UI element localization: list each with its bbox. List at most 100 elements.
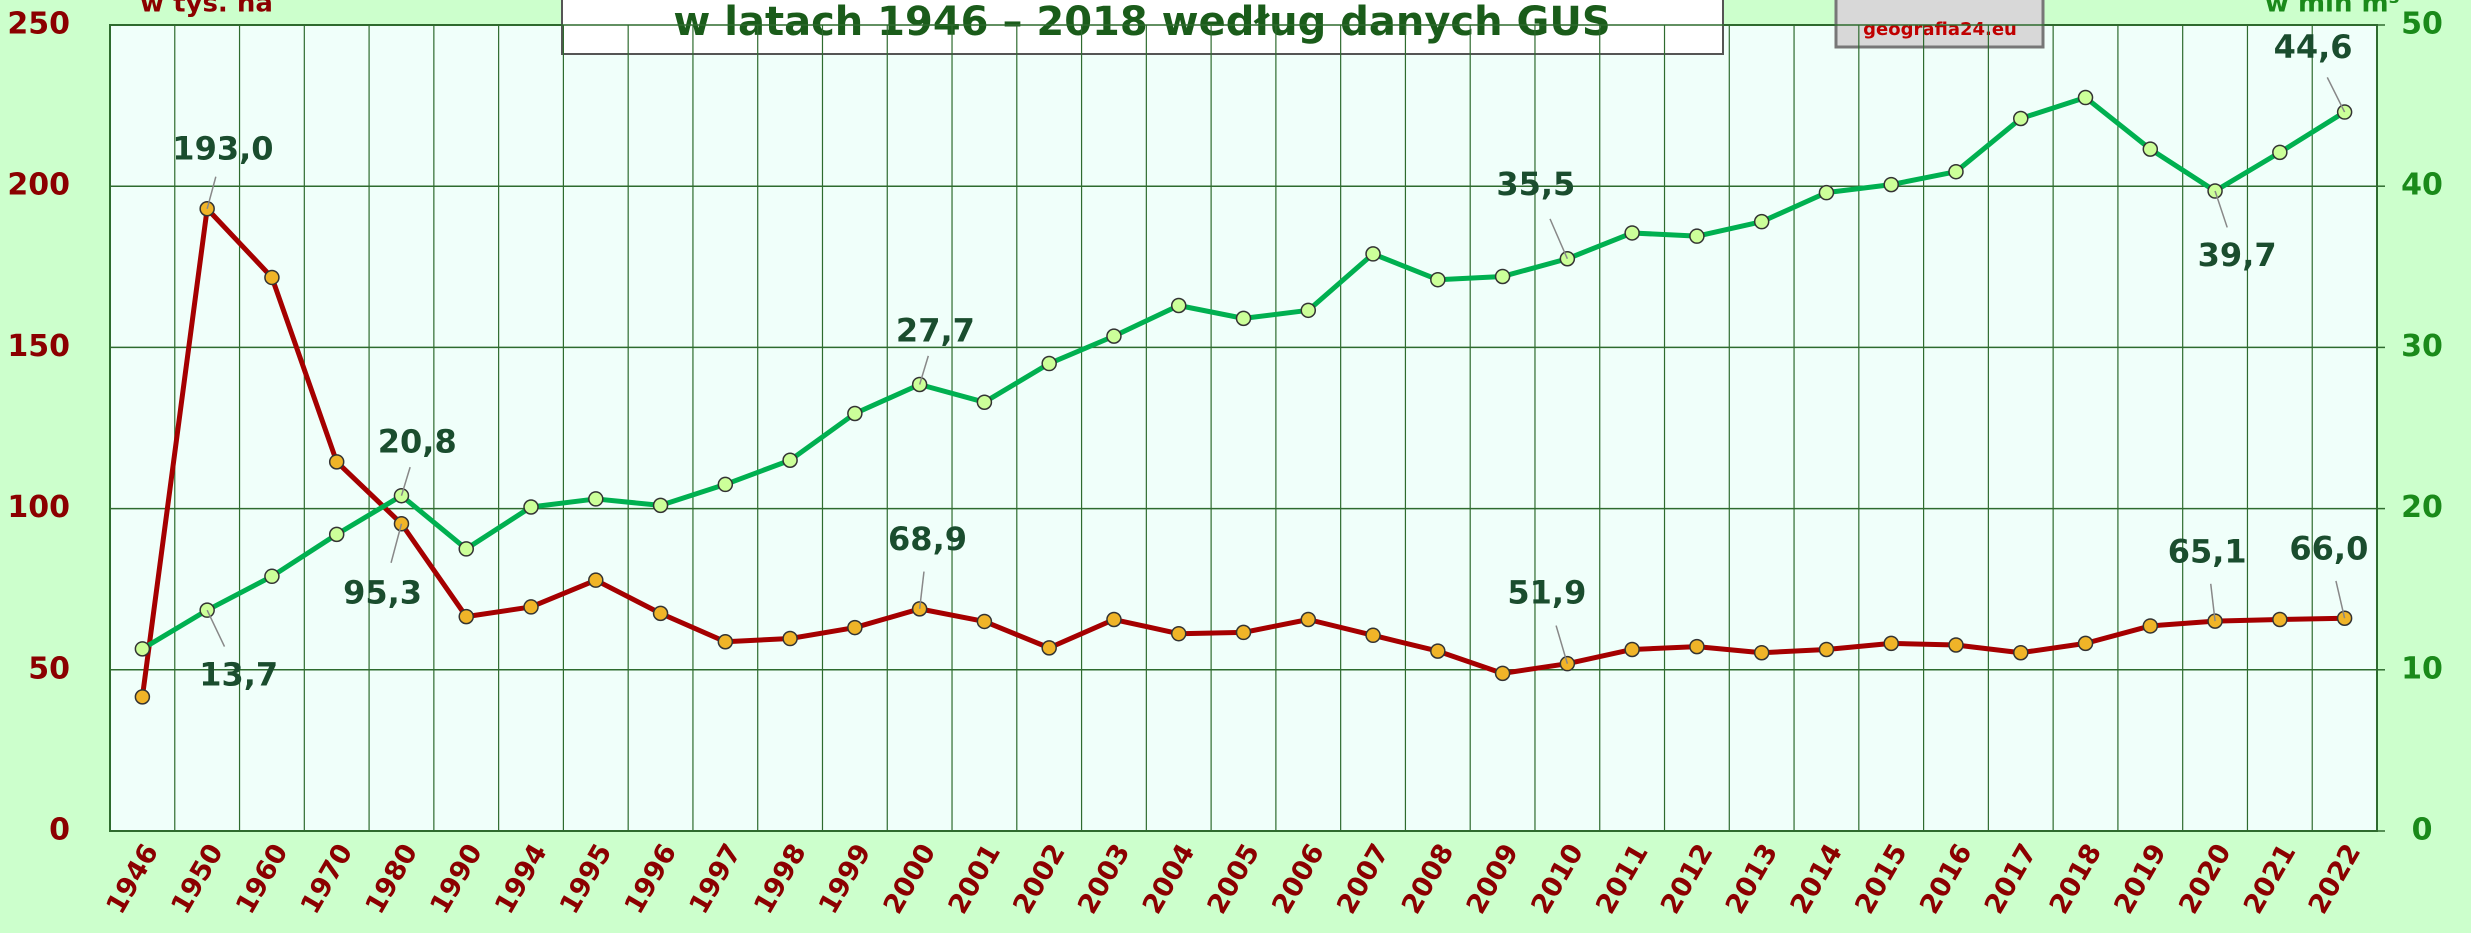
point: [2272, 611, 2288, 628]
point: [1430, 271, 1446, 288]
leader-line: [1555, 625, 1569, 664]
data-label: 27,7: [896, 311, 975, 349]
point: [1948, 163, 1964, 180]
x-tick-label: 1995: [554, 839, 618, 920]
x-tick-label: 1994: [489, 839, 553, 920]
x-tick-label: 1946: [101, 839, 165, 920]
point: [2142, 141, 2159, 157]
plot-area: [109, 24, 2378, 832]
point: [1689, 228, 1705, 244]
leader-line: [918, 355, 930, 385]
y2-axis-label: w mln m³: [2265, 0, 2400, 19]
point: [1883, 635, 1899, 652]
logo: geografia24.eu: [1863, 19, 2017, 40]
x-tick-label: 2021: [2238, 839, 2302, 920]
logo-box: [1834, 0, 2045, 49]
x-tick-label: 1996: [619, 839, 683, 920]
point: [1365, 246, 1381, 262]
point: [2077, 635, 2094, 652]
point: [1689, 638, 1705, 655]
point: [1235, 310, 1252, 327]
x-tick-label: 2016: [1914, 839, 1978, 920]
x-tick-label: 1999: [813, 839, 877, 920]
x-tick-label: 1980: [360, 839, 424, 920]
point: [652, 605, 669, 622]
x-tick-label: 2006: [1266, 839, 1330, 920]
x-tick-label: 2000: [878, 839, 942, 920]
data-label: 68,9: [888, 520, 967, 558]
point: [1235, 624, 1252, 641]
point: [134, 641, 151, 657]
point: [134, 689, 151, 705]
x-tick-label: 2020: [2173, 839, 2237, 920]
x-tick-label: 2019: [2108, 839, 2172, 920]
y-tick-label: 0: [49, 813, 70, 848]
y-tick-label: 150: [7, 329, 70, 364]
leader-line: [206, 176, 217, 209]
point: [1170, 625, 1187, 642]
y2-tick-label: 50: [2401, 7, 2443, 42]
x-tick-label: 2011: [1590, 839, 1654, 920]
point: [264, 269, 280, 286]
data-label: 66,0: [2289, 529, 2368, 567]
data-label: 20,8: [378, 423, 457, 461]
leader-line: [918, 571, 925, 609]
x-tick-label: 1950: [165, 839, 229, 920]
point: [782, 452, 798, 468]
x-tick-label: 2012: [1655, 839, 1719, 920]
x-tick-label: 2007: [1331, 839, 1395, 920]
x-tick-label: 2003: [1072, 839, 1136, 920]
x-tick-label: 2001: [943, 839, 1007, 920]
point: [1494, 268, 1511, 285]
y2-tick-label: 30: [2401, 329, 2443, 364]
point: [328, 454, 345, 470]
point: [1300, 302, 1317, 319]
point: [1106, 611, 1122, 628]
leader-line: [206, 609, 226, 647]
x-tick-label: 2002: [1007, 839, 1071, 920]
y2-tick-label: 20: [2401, 490, 2443, 525]
point: [2142, 618, 2159, 634]
y-axis-label: w tys. ha: [140, 0, 273, 19]
x-tick-label: 1960: [230, 839, 294, 920]
point: [1753, 213, 1770, 230]
point: [264, 568, 280, 585]
point: [523, 499, 539, 515]
x-tick-label: 2022: [2303, 839, 2367, 920]
point: [2013, 644, 2029, 661]
point: [458, 541, 474, 557]
point: [1753, 644, 1770, 661]
leader-line: [2214, 190, 2228, 228]
leader-line: [2209, 583, 2216, 622]
x-tick-label: 2010: [1525, 839, 1589, 920]
x-tick-label: 1998: [748, 839, 812, 920]
x-tick-label: 1990: [424, 839, 488, 920]
point: [1300, 611, 1317, 628]
data-label: 13,7: [199, 655, 278, 693]
point: [1041, 355, 1057, 372]
y-tick-label: 200: [7, 168, 70, 203]
x-tick-label: 2008: [1396, 839, 1460, 920]
leader-line: [390, 523, 403, 563]
point: [1041, 640, 1057, 656]
x-tick-label: 2015: [1849, 839, 1913, 920]
x-tick-label: 2018: [2044, 839, 2108, 920]
point: [458, 608, 474, 625]
y2-tick-label: 10: [2401, 651, 2443, 686]
point: [847, 619, 863, 636]
leader-line: [400, 466, 411, 496]
point: [976, 613, 993, 630]
chart-title: w latach 1946 – 2018 według danych GUS: [673, 0, 1610, 45]
point: [588, 572, 604, 588]
point: [328, 526, 345, 543]
point: [2272, 144, 2288, 161]
y-tick-label: 100: [7, 490, 70, 525]
y-tick-label: 50: [28, 651, 70, 686]
y2-tick-label: 40: [2401, 168, 2443, 203]
y2-tick-label: 0: [2412, 813, 2433, 848]
leader-line: [1549, 218, 1569, 260]
data-label: 39,7: [2198, 236, 2277, 274]
point: [1430, 643, 1446, 659]
point: [588, 491, 604, 507]
